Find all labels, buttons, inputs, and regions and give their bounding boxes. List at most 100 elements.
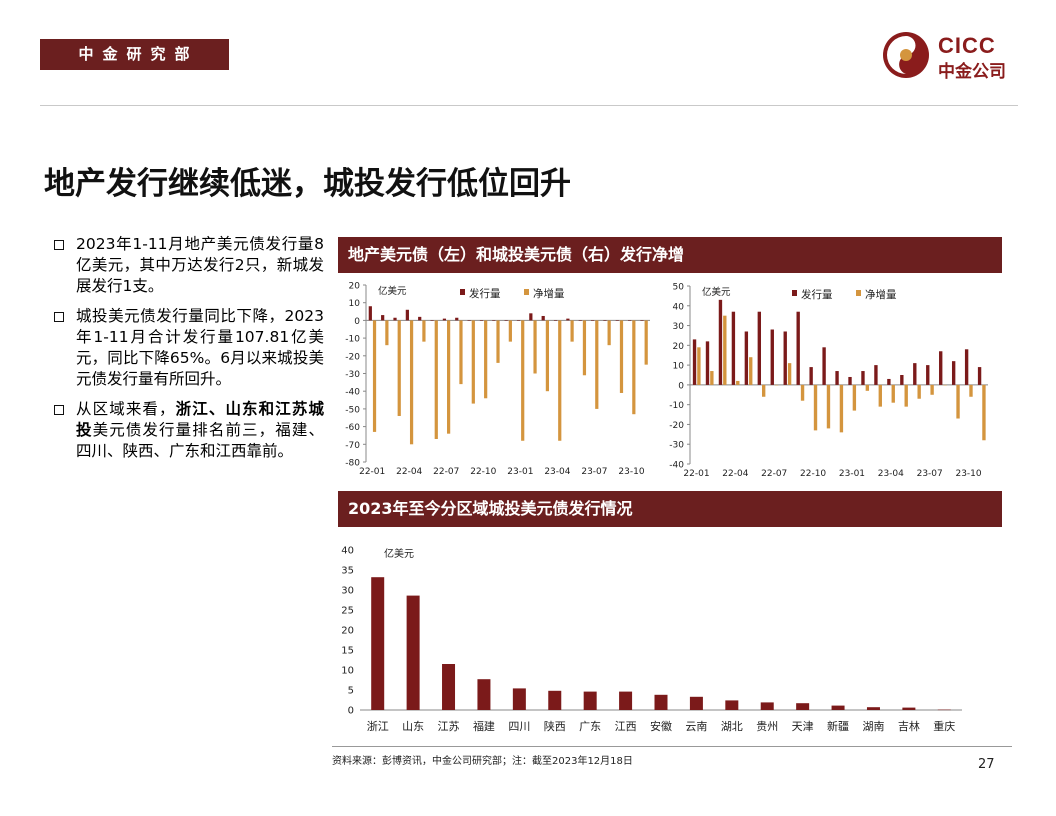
issuance-bar (418, 316, 422, 321)
y-tick-label: -80 (345, 459, 360, 469)
net-increase-bar (904, 384, 908, 407)
y-tick-label: 35 (341, 566, 354, 577)
net-increase-bar (813, 384, 818, 431)
region-bar (619, 691, 633, 710)
region-bar (548, 690, 562, 710)
issuance-bar (455, 317, 459, 321)
y-tick-label: 10 (341, 666, 354, 677)
square-bullet-icon (54, 312, 64, 322)
net-increase-bar (644, 320, 648, 365)
source-note: 资料来源：彭博资讯，中金公司研究部；注：截至2023年12月18日 (332, 756, 633, 767)
y-tick-label: -50 (345, 405, 360, 415)
issuance-bar (578, 320, 582, 321)
legend-swatch-net (856, 290, 861, 296)
footer-divider (332, 746, 1012, 747)
unit-label: 亿美元 (702, 286, 731, 298)
y-tick-label: 0 (354, 317, 360, 327)
region-label: 江苏 (438, 720, 460, 733)
y-tick-label: -20 (669, 421, 684, 431)
issuance-bar (718, 299, 723, 385)
issuance-bar (628, 320, 632, 321)
net-increase-bar (826, 384, 831, 429)
issuance-bar (603, 320, 607, 321)
x-tick-label: 22-04 (396, 467, 422, 477)
y-tick-label: -20 (345, 352, 360, 362)
y-tick-label: 30 (341, 586, 354, 597)
issuance-bar (479, 320, 484, 321)
issuance-bar (783, 331, 787, 385)
region-bar (442, 664, 456, 710)
y-tick-label: -10 (345, 335, 360, 345)
region-label: 湖北 (721, 720, 743, 733)
net-increase-bar (372, 320, 377, 432)
x-tick-label: 23-01 (839, 469, 865, 479)
issuance-bar (744, 331, 749, 385)
region-bar (760, 702, 774, 710)
issuance-bar (504, 320, 508, 321)
issuance-bar (640, 320, 644, 321)
net-increase-bar (595, 320, 599, 409)
region-label: 吉林 (898, 719, 920, 733)
net-increase-bar (787, 363, 792, 385)
y-tick-label: 20 (349, 282, 361, 292)
x-tick-label: 22-10 (800, 469, 826, 479)
region-label: 山东 (402, 720, 424, 733)
x-tick-label: 22-01 (359, 467, 385, 477)
legend-label-net: 净增量 (533, 287, 565, 300)
net-increase-bar (385, 320, 389, 346)
net-increase-bar (956, 384, 960, 419)
issuance-bar (442, 318, 447, 321)
net-increase-bar (508, 320, 512, 342)
issuance-bar (913, 363, 917, 385)
net-increase-bar (558, 320, 562, 441)
region-label: 天津 (792, 720, 814, 733)
net-increase-bar (762, 384, 766, 397)
legend-swatch-issuance (792, 290, 797, 296)
chart-banner-regional: 2023年至今分区域城投美元债发行情况 (338, 491, 1002, 527)
region-label: 江西 (615, 720, 637, 733)
y-tick-label: -70 (345, 441, 360, 451)
region-label: 浙江 (367, 720, 389, 733)
legend-label-net: 净增量 (865, 288, 897, 301)
legend-swatch-net (524, 289, 529, 295)
region-label: 福建 (473, 719, 495, 733)
region-label: 安徽 (650, 719, 672, 733)
issuance-bar (757, 311, 762, 385)
region-bar (796, 703, 810, 710)
bullet-text: 城投美元债发行量同比下降，2023年1-11月合计发行量107.81亿美元，同比… (76, 307, 324, 388)
issuance-bar (590, 320, 595, 321)
x-tick-label: 23-04 (544, 467, 570, 477)
legend-label-issuance: 发行量 (801, 288, 833, 301)
region-bar (866, 707, 880, 710)
net-increase-bar (619, 320, 624, 393)
issuance-bar (368, 306, 372, 321)
y-tick-label: 40 (341, 546, 354, 557)
cicc-logo-icon (883, 32, 929, 78)
x-tick-label: 22-07 (433, 467, 459, 477)
net-increase-bar (459, 320, 463, 385)
bullet-list: 2023年1-11月地产美元债发行量8亿美元，其中万达发行2只，新城发展发行1支… (52, 234, 324, 471)
issuance-bar (951, 361, 956, 385)
bullet-text: 2023年1-11月地产美元债发行量8亿美元，其中万达发行2只，新城发展发行1支… (76, 235, 324, 295)
header-divider (40, 105, 1018, 106)
issuance-bar (809, 367, 813, 385)
page-number: 27 (978, 757, 995, 772)
net-increase-bar (710, 371, 714, 385)
region-label: 四川 (508, 720, 530, 733)
net-increase-bar (917, 384, 921, 399)
region-label: 贵州 (756, 720, 778, 733)
issuance-bar (796, 311, 800, 385)
issuance-bar (900, 375, 904, 385)
region-label: 陕西 (544, 719, 566, 733)
issuance-bar (835, 371, 839, 385)
unit-label: 亿美元 (384, 547, 414, 560)
y-tick-label: -60 (345, 423, 360, 433)
y-tick-label: -10 (669, 401, 684, 411)
net-increase-bar (930, 384, 934, 395)
net-increase-bar (409, 320, 414, 445)
issuance-bar (692, 339, 697, 385)
net-increase-bar (632, 320, 636, 415)
legend-label-issuance: 发行量 (469, 287, 501, 300)
net-increase-bar (774, 384, 779, 386)
